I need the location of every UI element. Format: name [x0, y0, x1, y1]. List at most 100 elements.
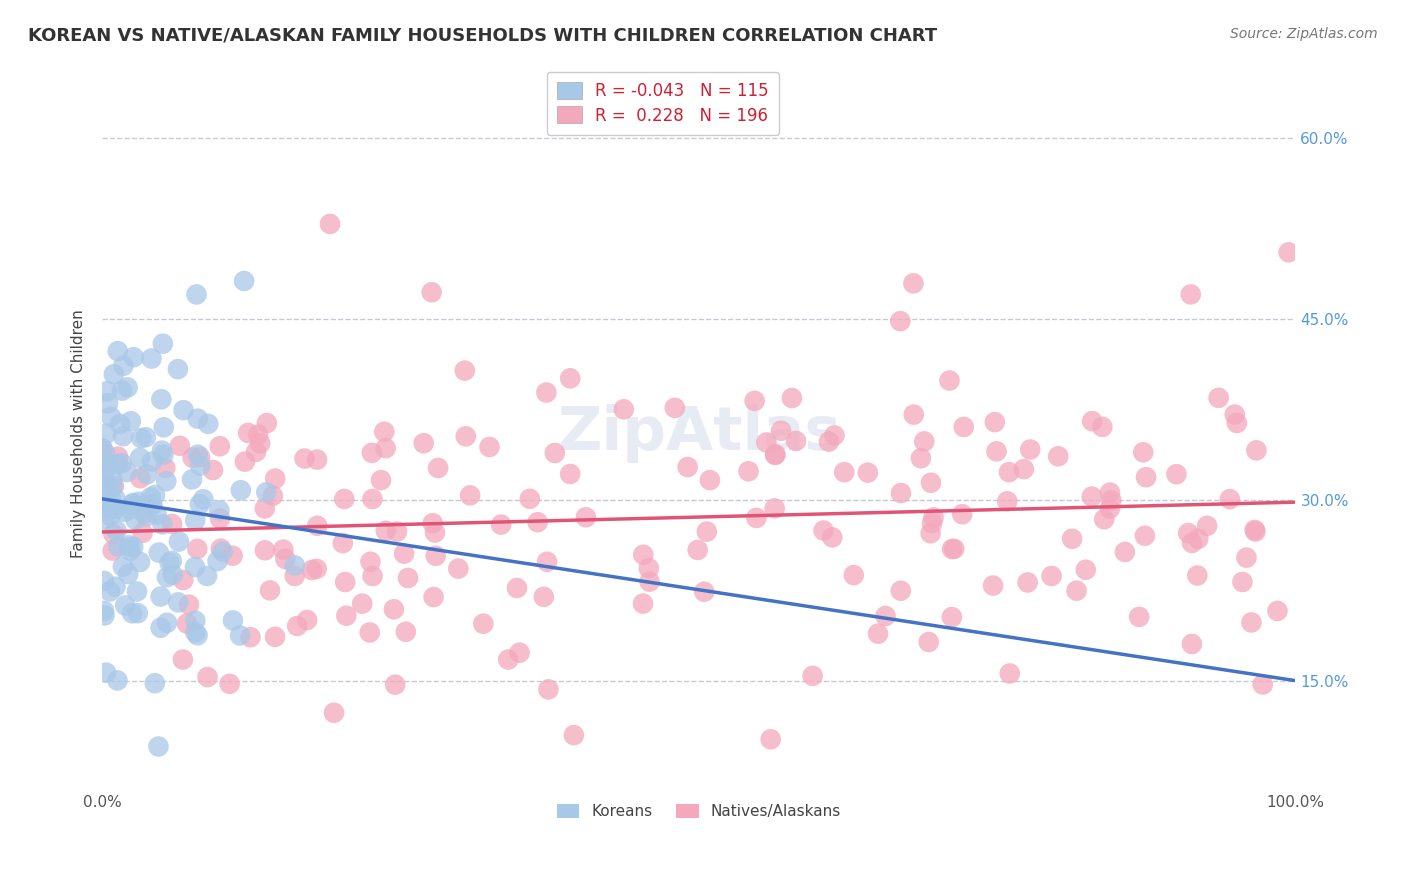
Point	[211, 544, 233, 558]
Point	[187, 628, 209, 642]
Point	[889, 314, 911, 328]
Point	[285, 619, 308, 633]
Point	[454, 429, 477, 443]
Point	[209, 511, 232, 525]
Point	[1180, 287, 1202, 301]
Point	[156, 570, 179, 584]
Point	[759, 732, 782, 747]
Point	[141, 498, 163, 512]
Point	[238, 425, 260, 440]
Point	[333, 575, 356, 590]
Point	[186, 541, 208, 556]
Point	[562, 728, 585, 742]
Point	[427, 461, 450, 475]
Point	[664, 401, 686, 415]
Point	[193, 492, 215, 507]
Point	[544, 446, 567, 460]
Point	[131, 525, 153, 540]
Point	[262, 489, 284, 503]
Point	[780, 391, 803, 405]
Point	[319, 217, 342, 231]
Point	[1219, 492, 1241, 507]
Point	[96, 384, 118, 399]
Point	[1177, 526, 1199, 541]
Point	[103, 368, 125, 382]
Point	[1236, 550, 1258, 565]
Point	[866, 626, 889, 640]
Point	[96, 500, 118, 514]
Point	[374, 524, 396, 538]
Point	[998, 465, 1021, 479]
Point	[186, 287, 208, 301]
Point	[127, 606, 149, 620]
Point	[560, 371, 582, 385]
Point	[1181, 637, 1204, 651]
Point	[167, 595, 190, 609]
Point	[745, 511, 768, 525]
Point	[111, 429, 134, 443]
Point	[307, 518, 329, 533]
Point	[1251, 677, 1274, 691]
Point	[1277, 245, 1299, 260]
Point	[264, 472, 287, 486]
Point	[98, 498, 121, 512]
Point	[160, 516, 183, 531]
Point	[104, 502, 127, 516]
Point	[112, 505, 135, 519]
Point	[172, 573, 194, 587]
Point	[890, 583, 912, 598]
Point	[188, 497, 211, 511]
Point	[117, 567, 139, 582]
Point	[107, 450, 129, 464]
Point	[249, 436, 271, 450]
Point	[307, 452, 329, 467]
Point	[149, 621, 172, 635]
Point	[209, 541, 232, 556]
Point	[181, 472, 204, 486]
Point	[254, 485, 277, 500]
Point	[93, 608, 115, 623]
Point	[1081, 490, 1104, 504]
Point	[97, 396, 120, 410]
Point	[1135, 470, 1157, 484]
Point	[984, 415, 1007, 429]
Point	[218, 677, 240, 691]
Point	[115, 465, 138, 479]
Point	[637, 561, 659, 575]
Point	[94, 514, 117, 528]
Point	[152, 420, 174, 434]
Point	[122, 496, 145, 510]
Legend: Koreans, Natives/Alaskans: Koreans, Natives/Alaskans	[550, 797, 848, 825]
Point	[253, 501, 276, 516]
Point	[920, 526, 942, 541]
Point	[922, 510, 945, 524]
Point	[143, 676, 166, 690]
Point	[903, 408, 925, 422]
Point	[938, 374, 960, 388]
Point	[361, 491, 384, 506]
Point	[395, 624, 418, 639]
Point	[526, 515, 548, 529]
Point	[686, 543, 709, 558]
Point	[801, 669, 824, 683]
Point	[361, 569, 384, 583]
Point	[111, 456, 134, 470]
Point	[533, 590, 555, 604]
Point	[162, 567, 184, 582]
Point	[111, 384, 134, 398]
Point	[912, 434, 935, 449]
Point	[148, 545, 170, 559]
Point	[755, 435, 778, 450]
Point	[103, 479, 125, 493]
Point	[247, 427, 270, 442]
Point	[274, 552, 297, 566]
Point	[1017, 575, 1039, 590]
Point	[96, 426, 118, 441]
Point	[108, 417, 131, 431]
Point	[107, 344, 129, 359]
Point	[998, 666, 1021, 681]
Point	[184, 560, 207, 574]
Point	[107, 540, 129, 554]
Point	[763, 448, 786, 462]
Point	[496, 652, 519, 666]
